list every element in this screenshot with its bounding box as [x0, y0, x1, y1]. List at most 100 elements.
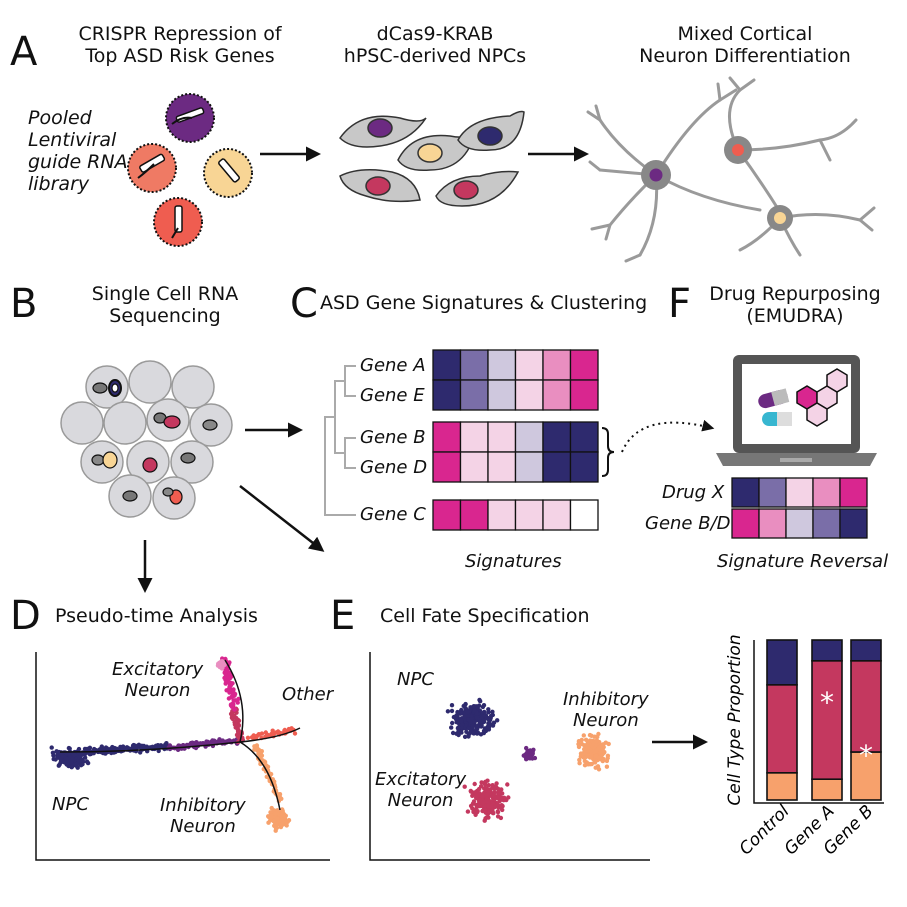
pt-point	[228, 675, 233, 681]
cf-excitatory-label: Excitatory Neuron	[375, 769, 467, 811]
heatmap-cell	[459, 349, 489, 381]
cf-point	[480, 794, 485, 799]
panel-letter-a: A	[10, 29, 38, 75]
cf-point	[462, 734, 468, 739]
cf-point	[485, 792, 490, 797]
cf-point	[469, 714, 474, 719]
pt-other-label: Other	[282, 684, 334, 705]
heatmap-cell	[514, 379, 544, 411]
cf-point	[479, 780, 484, 785]
cf-point	[463, 705, 468, 711]
cf-point	[499, 787, 504, 792]
virus-coral	[127, 143, 177, 193]
pt-point	[273, 828, 278, 833]
pt-point	[280, 821, 285, 827]
pt-point	[286, 726, 292, 732]
cf-point	[589, 753, 594, 759]
stacked-bar-segment	[766, 639, 798, 686]
heatmap-cell	[569, 379, 599, 411]
cf-point	[577, 761, 582, 766]
drug-heatmap-cell	[758, 508, 787, 539]
cf-point	[492, 786, 497, 792]
significance-asterisk: *	[859, 739, 873, 772]
panel-letter-e: E	[330, 593, 356, 639]
heatmap-cell	[514, 451, 544, 483]
pt-point	[49, 745, 54, 750]
cf-point	[481, 718, 486, 723]
cf-point	[500, 807, 505, 813]
virus-red	[153, 197, 203, 247]
cf-point	[474, 810, 480, 815]
cf-point	[479, 723, 484, 728]
arrow-b-to-e	[239, 485, 325, 552]
cf-point	[497, 791, 503, 796]
panel-letter-d: D	[10, 593, 41, 639]
cf-point	[598, 744, 603, 750]
heatmap-cell	[487, 379, 517, 411]
cf-axes	[369, 652, 650, 861]
cf-point	[596, 731, 601, 737]
cf-point	[600, 758, 605, 764]
heatmap-cell	[542, 421, 572, 453]
cf-point	[595, 764, 601, 769]
cf-point	[524, 745, 529, 751]
heatmap-cell	[459, 421, 489, 453]
cf-point	[589, 733, 594, 738]
pt-point	[79, 757, 85, 762]
neuron-nucleus-purple	[649, 168, 663, 182]
dotted-arrow	[621, 419, 715, 453]
drug-heatmap-cell	[758, 477, 787, 508]
cf-point	[587, 738, 593, 743]
cf-npc-label: NPC	[397, 669, 434, 690]
pt-point	[268, 813, 274, 818]
drug-heatmap-cell	[839, 508, 868, 539]
cf-point	[456, 731, 461, 736]
neuron-somas	[641, 136, 793, 231]
stacked-bar-segment	[766, 771, 798, 801]
cf-point	[524, 751, 529, 756]
drug-heatmap-cell	[812, 477, 841, 508]
cf-point	[462, 716, 467, 721]
cf-point	[468, 788, 473, 794]
cf-point	[471, 704, 477, 709]
cf-point	[576, 744, 582, 750]
cf-point	[449, 703, 455, 708]
cf-point	[468, 705, 473, 710]
neuron-nucleus-yellow	[774, 212, 786, 224]
cf-inhibitory-label: Inhibitory Neuron	[563, 689, 649, 731]
cf-point	[582, 747, 587, 752]
cellfate-points	[445, 697, 611, 823]
cf-point	[462, 710, 467, 715]
cf-point	[480, 800, 485, 806]
cf-point	[475, 730, 480, 735]
cf-point	[491, 720, 497, 725]
pt-trajectory	[59, 727, 301, 753]
drug-heatmap-cell	[731, 477, 760, 508]
cf-point	[478, 784, 484, 789]
cf-point	[498, 815, 504, 821]
cf-point	[471, 730, 476, 736]
cf-point	[588, 748, 594, 754]
cf-point	[495, 809, 501, 815]
heatmap-cell	[432, 421, 462, 453]
pt-point	[78, 753, 84, 758]
cf-point	[465, 709, 471, 715]
cf-point	[483, 779, 488, 785]
bar-axes	[753, 640, 884, 804]
heatmap-cell	[569, 451, 599, 483]
cf-point	[474, 802, 479, 808]
title-neuron-differentiation: Mixed Cortical Neuron Differentiation	[639, 23, 851, 67]
pt-point	[51, 753, 56, 758]
pt-point	[279, 796, 284, 801]
cf-point	[474, 793, 480, 798]
cf-point	[449, 725, 454, 730]
pt-point	[71, 752, 77, 758]
cf-point	[483, 728, 489, 734]
heatmap-cell	[459, 451, 489, 483]
pt-point	[164, 741, 169, 746]
panel-letter-c: C	[290, 281, 318, 327]
heatmap-cell	[542, 379, 572, 411]
heatmap-cell	[432, 379, 462, 411]
virus-purple	[165, 93, 215, 143]
pt-point	[135, 744, 140, 749]
